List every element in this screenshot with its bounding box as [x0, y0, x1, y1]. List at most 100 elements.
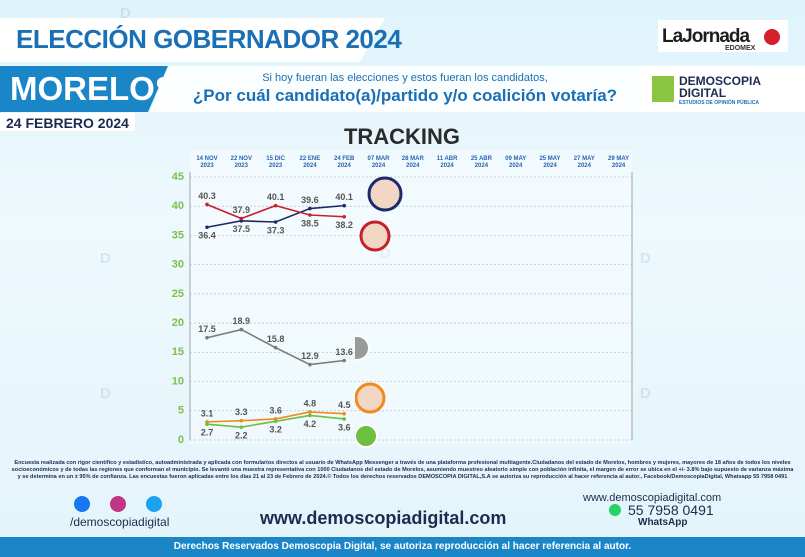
data-label: 37.5: [233, 224, 251, 234]
instagram-icon[interactable]: [110, 496, 126, 512]
watermark: D: [120, 5, 131, 22]
facebook-icon[interactable]: [74, 496, 90, 512]
date-banner: [0, 113, 135, 131]
other-icon: [355, 424, 378, 448]
y-tick-label: 0: [178, 434, 184, 446]
data-point: [342, 203, 347, 208]
brand-mark: [652, 76, 674, 102]
data-point: [273, 419, 278, 424]
data-label: 12.9: [301, 351, 319, 361]
data-point: [205, 422, 209, 427]
data-label: 2.2: [235, 431, 248, 441]
rights: Derechos Reservados Demoscopia Digital, …: [173, 541, 632, 552]
data-label: 4.5: [338, 400, 351, 410]
data-label: 17.5: [198, 324, 216, 334]
brand-sub: ESTUDIOS DE OPINIÓN PÚBLICA: [679, 100, 760, 106]
title-banner: [0, 18, 385, 62]
x-tick-label: 27 MAY 2024: [573, 156, 595, 169]
state: MORELOS: [10, 70, 177, 107]
data-point: [342, 358, 347, 363]
x-tick-label: 11 ABR 2024: [436, 156, 458, 169]
data-point: [239, 418, 244, 423]
candidate-photo: [367, 176, 403, 212]
twitter-icon[interactable]: [146, 496, 162, 512]
x-tick-label: 07 MAR 2024: [367, 156, 390, 169]
data-label: 40.1: [267, 192, 285, 202]
whatsapp-icon: [609, 504, 621, 516]
data-label: 3.6: [269, 405, 282, 415]
y-tick-label: 25: [172, 288, 184, 300]
y-tick-label: 15: [172, 346, 184, 358]
phone-label: WhatsApp: [638, 517, 688, 528]
x-tick-label: 28 MAR 2024: [401, 156, 424, 169]
y-tick-label: 5: [178, 405, 184, 417]
data-label: 3.3: [235, 407, 248, 417]
data-label: 38.2: [335, 220, 353, 230]
plot-area: [190, 150, 632, 444]
title: ELECCIÓN GOBERNADOR 2024: [16, 24, 402, 54]
y-tick-label: 10: [172, 375, 184, 387]
x-tick-label: 25 ABR 2024: [470, 156, 492, 169]
data-label: 40.1: [335, 192, 353, 202]
data-point: [205, 225, 209, 230]
y-tick-label: 40: [172, 200, 184, 212]
question-banner: [150, 66, 640, 112]
watermark: D: [640, 250, 651, 267]
social-handle[interactable]: /demoscopiadigital: [70, 515, 170, 529]
x-tick-label: 22 NOV 2023: [230, 156, 252, 169]
x-tick-label: 29 MAY 2024: [608, 156, 630, 169]
header-shapes: [0, 18, 805, 131]
brand-name: DIGITAL: [679, 86, 727, 100]
data-label: 38.5: [301, 218, 319, 228]
data-point: [308, 213, 312, 217]
x-tick-label: 15 DIC 2023: [266, 156, 285, 169]
website[interactable]: www.demoscopiadigital.com: [260, 508, 507, 528]
question: ¿Por cuál candidato(a)/partido y/o coali…: [192, 86, 618, 105]
data-label: 39.6: [301, 195, 319, 205]
partner-mark: [764, 29, 780, 45]
data-label: 13.6: [335, 347, 353, 357]
data-point: [308, 206, 312, 211]
data-point: [308, 362, 312, 367]
website-small[interactable]: www.demoscopiadigital.com: [583, 492, 722, 504]
data-point: [342, 411, 347, 416]
watermark: D: [100, 385, 111, 402]
x-tick-label: 25 MAY 2024: [539, 156, 561, 169]
data-point: [205, 202, 209, 207]
social-icons: [74, 496, 162, 512]
methodology: Encuesta realizada con rigor científico …: [11, 460, 794, 480]
chart-title: TRACKING: [344, 124, 460, 149]
data-point: [239, 425, 244, 429]
data-label: 2.7: [201, 428, 214, 438]
data-label: 4.8: [304, 398, 317, 408]
data-label: 37.3: [267, 225, 285, 235]
rights-bar: [0, 537, 805, 557]
data-label: 37.9: [233, 205, 251, 215]
data-label: 40.3: [198, 191, 216, 201]
data-point: [273, 220, 278, 224]
data-label: 3.2: [269, 425, 282, 435]
y-tick-label: 45: [172, 171, 184, 183]
y-tick-label: 20: [172, 317, 184, 329]
data-point: [239, 327, 244, 332]
data-point: [239, 216, 244, 221]
data-label: 3.6: [338, 422, 351, 432]
phone[interactable]: 55 7958 0491: [628, 502, 714, 518]
chart: TRACKING 0 5 10 15 20 25 30 35 40 45 36.4 37.5 37.3 3…: [172, 124, 633, 446]
date: 24 FEBRERO 2024: [6, 115, 129, 131]
x-tick-label: 09 MAY 2024: [505, 156, 527, 169]
state-banner: [0, 66, 168, 112]
candidate-icons: [355, 176, 403, 448]
data-label: 15.8: [267, 334, 285, 344]
data-label: 18.9: [233, 316, 251, 326]
data-point: [308, 413, 312, 418]
data-label: 36.4: [198, 231, 216, 241]
data-point: [308, 410, 312, 414]
partner-sub: EDOMEX: [725, 45, 756, 52]
brand-name: DEMOSCOPIA: [679, 74, 762, 88]
x-tick-label: 14 NOV 2023: [196, 156, 218, 169]
data-label: 3.1: [201, 408, 214, 418]
y-tick-label: 35: [172, 229, 184, 241]
data-point: [273, 203, 278, 208]
